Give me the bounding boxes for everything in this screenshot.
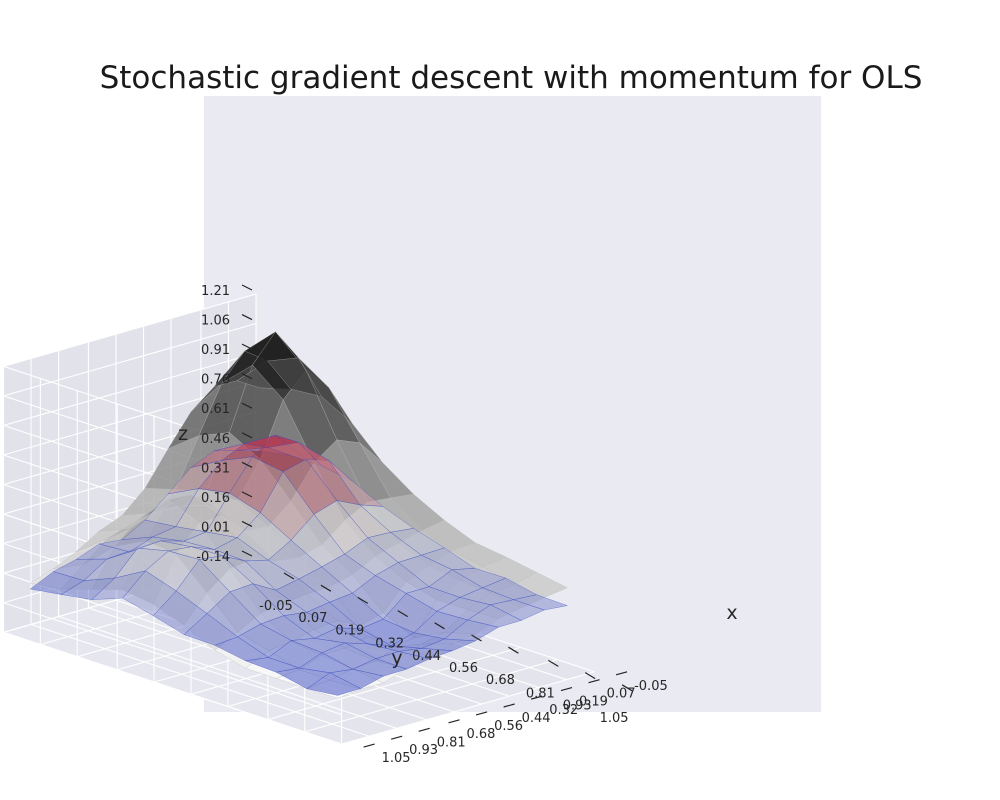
grid-line [3, 631, 342, 745]
z-tick-label: 0.46 [201, 432, 230, 447]
tick-mark [584, 672, 596, 680]
tick-mark [397, 610, 409, 618]
tick-mark [241, 373, 253, 380]
tick-mark [241, 461, 253, 468]
tick-mark [615, 671, 628, 676]
grid-line [3, 293, 257, 367]
chart-title: Stochastic gradient descent with momentu… [100, 60, 923, 96]
x-tick-label: 0.32 [549, 703, 578, 718]
y-tick-label: 0.81 [526, 686, 555, 701]
x-tick-label: 0.07 [607, 687, 636, 702]
y-tick-label: -0.05 [259, 599, 293, 614]
surface-patch [512, 594, 569, 611]
x-tick-label: 0.93 [409, 743, 438, 758]
axis-ticks: -0.14 0.01 0.16 0.31 0.46 0.61 0.76 0.91 1.06 1.2… [196, 284, 667, 766]
z-tick-label: 0.31 [201, 461, 230, 476]
tick-mark [475, 711, 488, 716]
y-tick-label: 0.32 [375, 637, 404, 652]
grid-line [341, 671, 595, 745]
y-tick-label: 0.93 [563, 699, 592, 714]
tick-mark [471, 634, 482, 642]
x-tick-label: 0.68 [467, 727, 496, 742]
z-tick-label: -0.14 [196, 550, 230, 565]
tick-mark [531, 695, 543, 700]
tick-mark [560, 686, 573, 692]
tick-mark [241, 402, 253, 409]
x-axis-label: x [726, 602, 737, 624]
y-axis-label: y [391, 647, 402, 669]
tick-mark [418, 727, 430, 732]
x-tick-label: 0.19 [579, 695, 608, 710]
z-axis-label: z [178, 423, 188, 445]
tick-mark [320, 584, 332, 592]
z-tick-label: 1.06 [201, 314, 230, 329]
z-tick-label: 0.76 [201, 373, 230, 388]
y-tick-label: 0.44 [412, 649, 441, 664]
tick-mark [241, 284, 253, 291]
grid-line [304, 659, 558, 733]
tick-mark [588, 679, 600, 684]
tick-mark [434, 622, 445, 630]
y-tick-label: 0.07 [298, 611, 327, 626]
tick-mark [548, 659, 559, 667]
tick-mark [621, 684, 633, 692]
tick-mark [390, 735, 403, 740]
grid-line [3, 323, 257, 397]
tick-mark [241, 432, 253, 439]
y-tick-label: 0.19 [335, 623, 364, 638]
x-tick-label: 0.81 [437, 735, 466, 750]
tick-mark [241, 550, 253, 557]
y-tick-label: 0.56 [449, 661, 478, 676]
tick-mark [241, 491, 253, 498]
grid-line [3, 602, 342, 716]
fitted-surface [29, 434, 569, 696]
tick-mark [357, 596, 369, 604]
x-tick-label: 1.05 [382, 751, 411, 766]
tick-mark [241, 314, 253, 321]
x-tick-label: -0.05 [634, 679, 668, 694]
y-tick-label: 0.68 [486, 673, 515, 688]
z-tick-label: 0.01 [201, 520, 230, 535]
x-tick-label: 0.56 [494, 719, 523, 734]
z-tick-label: 0.16 [201, 491, 230, 506]
grid-line [3, 352, 257, 426]
tick-mark [283, 572, 295, 580]
tick-mark [363, 743, 375, 748]
x-tick-label: 0.44 [522, 711, 551, 726]
z-tick-label: 1.21 [201, 284, 230, 299]
tick-mark [241, 343, 253, 350]
tick-mark [503, 703, 515, 708]
y-tick-label: 1.05 [600, 711, 629, 726]
grid-line [30, 623, 370, 737]
tick-mark [448, 719, 460, 724]
z-tick-label: 0.61 [201, 402, 230, 417]
tick-mark [508, 646, 519, 654]
z-tick-label: 0.91 [201, 343, 230, 358]
tick-mark [241, 520, 253, 527]
grid-line [267, 646, 521, 721]
